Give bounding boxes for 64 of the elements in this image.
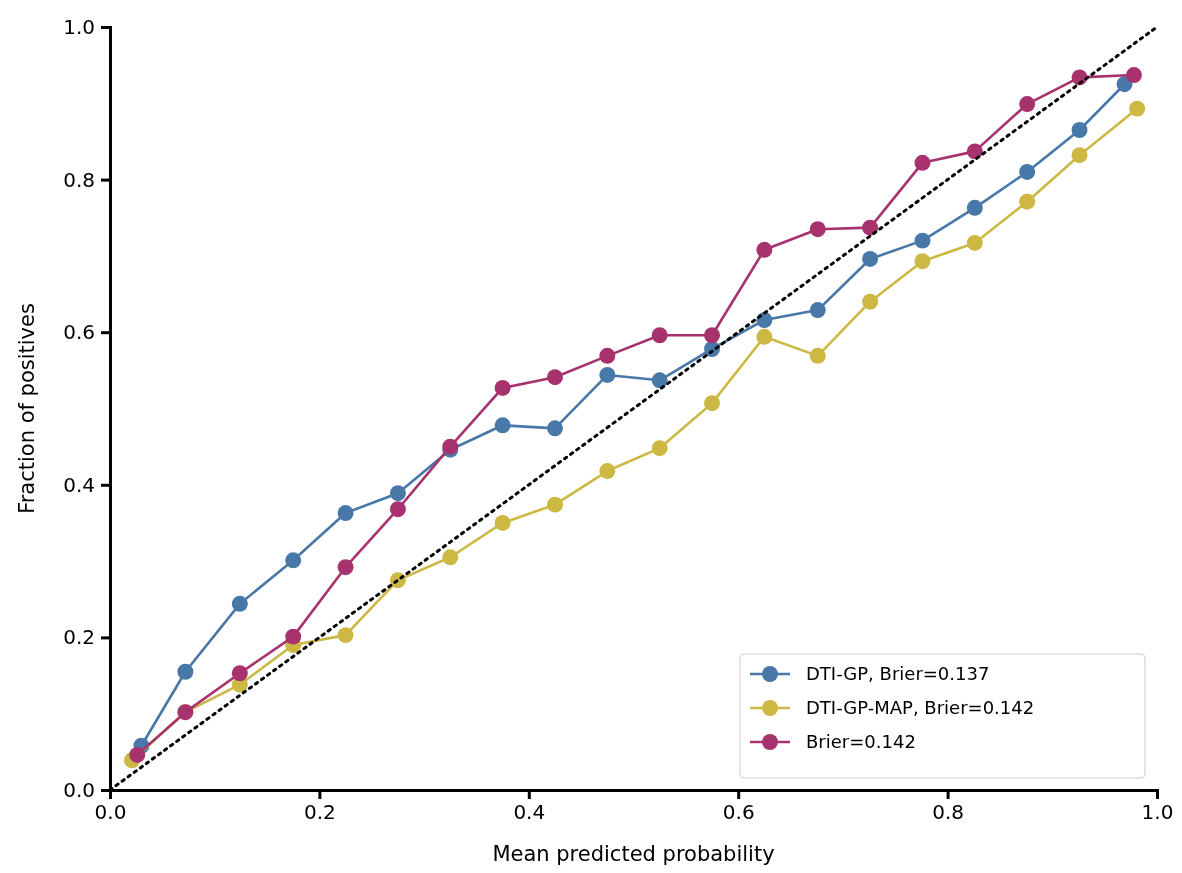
- x-tick-label: 0.0: [94, 800, 127, 825]
- point: [966, 199, 983, 216]
- point: [599, 347, 616, 364]
- x-tick-label: 1.0: [1141, 800, 1174, 825]
- y-tick-label: 1.0: [63, 14, 95, 39]
- point: [1071, 147, 1088, 164]
- point: [285, 628, 302, 645]
- x-tick-label: 0.2: [303, 800, 336, 825]
- point: [862, 293, 879, 310]
- point: [547, 420, 563, 437]
- point: [285, 552, 302, 569]
- x-axis-title: Mean predicted probability: [492, 842, 775, 866]
- point: [337, 559, 354, 576]
- point: [914, 154, 931, 171]
- point: [494, 514, 511, 531]
- y-tick-label: 0.4: [63, 472, 95, 497]
- point: [599, 366, 616, 383]
- point: [1125, 67, 1142, 84]
- point: [756, 241, 773, 258]
- point: [966, 143, 983, 160]
- point: [389, 501, 406, 518]
- point: [1129, 100, 1146, 117]
- point: [177, 663, 194, 680]
- point: [389, 485, 406, 502]
- point: [547, 369, 563, 386]
- point: [337, 505, 354, 521]
- point: [1019, 193, 1036, 210]
- point: [914, 232, 931, 249]
- point: [756, 328, 773, 345]
- point: [651, 372, 668, 389]
- point: [231, 595, 248, 612]
- point: [809, 302, 826, 319]
- point: [231, 665, 248, 682]
- point: [966, 234, 983, 251]
- point: [651, 440, 668, 457]
- x-tick-label: 0.4: [513, 800, 546, 825]
- legend-label: Brier=0.142: [806, 731, 916, 752]
- point: [599, 463, 616, 480]
- legend-label: DTI-GP-MAP, Brier=0.142: [806, 697, 1035, 718]
- point: [809, 347, 826, 364]
- y-tick-label: 0.2: [63, 625, 95, 650]
- point: [1019, 164, 1036, 180]
- point: [914, 253, 931, 270]
- point: [862, 250, 879, 267]
- point: [1019, 96, 1036, 113]
- y-axis-title: Fraction of positives: [15, 303, 39, 514]
- point: [809, 221, 826, 238]
- point: [129, 746, 146, 763]
- point: [651, 327, 668, 344]
- legend-label: DTI-GP, Brier=0.137: [806, 663, 990, 684]
- point: [704, 327, 720, 344]
- y-tick-label: 0.6: [63, 320, 95, 345]
- point: [494, 417, 511, 434]
- y-tick-label: 0.8: [63, 167, 95, 192]
- point: [494, 379, 511, 396]
- point: [862, 219, 879, 236]
- point: [337, 627, 354, 644]
- y-tick-label: 0.0: [63, 777, 95, 802]
- point: [1071, 122, 1088, 138]
- point: [704, 395, 720, 412]
- point: [442, 549, 459, 566]
- x-tick-label: 0.6: [722, 800, 755, 825]
- point: [547, 496, 563, 513]
- x-tick-label: 0.8: [932, 800, 965, 825]
